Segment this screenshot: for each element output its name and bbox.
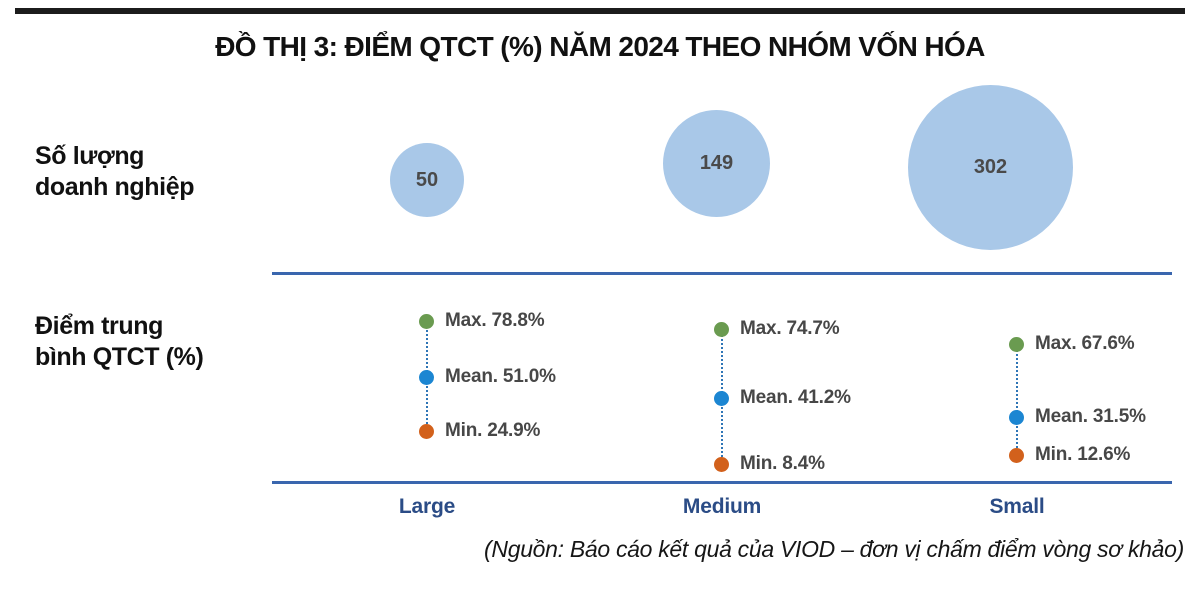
bubble-medium-count: 149 bbox=[699, 152, 734, 174]
bubble-large: 50 bbox=[390, 143, 464, 217]
score-row-label-line1: Điểm trung bbox=[35, 312, 163, 340]
max-dot-medium bbox=[714, 322, 729, 337]
divider-rule-top bbox=[272, 272, 1172, 275]
score-row-label: Điểm trung bình QTCT (%) bbox=[35, 311, 204, 373]
bubble-medium: 149 bbox=[663, 110, 770, 217]
bubble-row-label: Số lượng doanh nghiệp bbox=[35, 141, 194, 203]
source-note: (Nguồn: Báo cáo kết quả của VIOD – đơn v… bbox=[484, 536, 1184, 562]
chart-title: ĐỒ THỊ 3: ĐIỂM QTCT (%) NĂM 2024 THEO NH… bbox=[215, 31, 985, 62]
top-border-rule bbox=[15, 8, 1185, 14]
category-label-small: Small bbox=[989, 495, 1045, 518]
min-value-large: Min. 24.9% bbox=[445, 420, 541, 441]
category-label-large: Large bbox=[398, 495, 456, 518]
max-dot-large bbox=[419, 314, 434, 329]
max-value-large: Max. 78.8% bbox=[445, 310, 545, 331]
mean-dot-medium bbox=[714, 391, 729, 406]
bubble-row-label-line1: Số lượng bbox=[35, 142, 145, 170]
min-dot-small bbox=[1009, 448, 1024, 463]
mean-value-large: Mean. 51.0% bbox=[445, 366, 556, 387]
divider-rule-bottom bbox=[272, 481, 1172, 484]
bubble-small: 302 bbox=[908, 85, 1073, 250]
bubble-row-label-line2: doanh nghiệp bbox=[35, 173, 195, 201]
max-value-small: Max. 67.6% bbox=[1035, 333, 1135, 354]
mean-value-small: Mean. 31.5% bbox=[1035, 406, 1146, 427]
min-value-medium: Min. 8.4% bbox=[740, 453, 825, 474]
bubble-small-count: 302 bbox=[973, 156, 1008, 178]
bubble-large-count: 50 bbox=[415, 168, 439, 191]
mean-value-medium: Mean. 41.2% bbox=[740, 387, 851, 408]
category-label-medium: Medium bbox=[682, 495, 762, 518]
max-value-medium: Max. 74.7% bbox=[740, 318, 840, 339]
min-value-small: Min. 12.6% bbox=[1035, 444, 1131, 465]
min-dot-large bbox=[419, 424, 434, 439]
mean-dot-small bbox=[1009, 410, 1024, 425]
score-row-label-line2: bình QTCT (%) bbox=[35, 343, 204, 371]
connector-line-small bbox=[1016, 345, 1018, 456]
max-dot-small bbox=[1009, 337, 1024, 352]
mean-dot-large bbox=[419, 370, 434, 385]
min-dot-medium bbox=[714, 457, 729, 472]
